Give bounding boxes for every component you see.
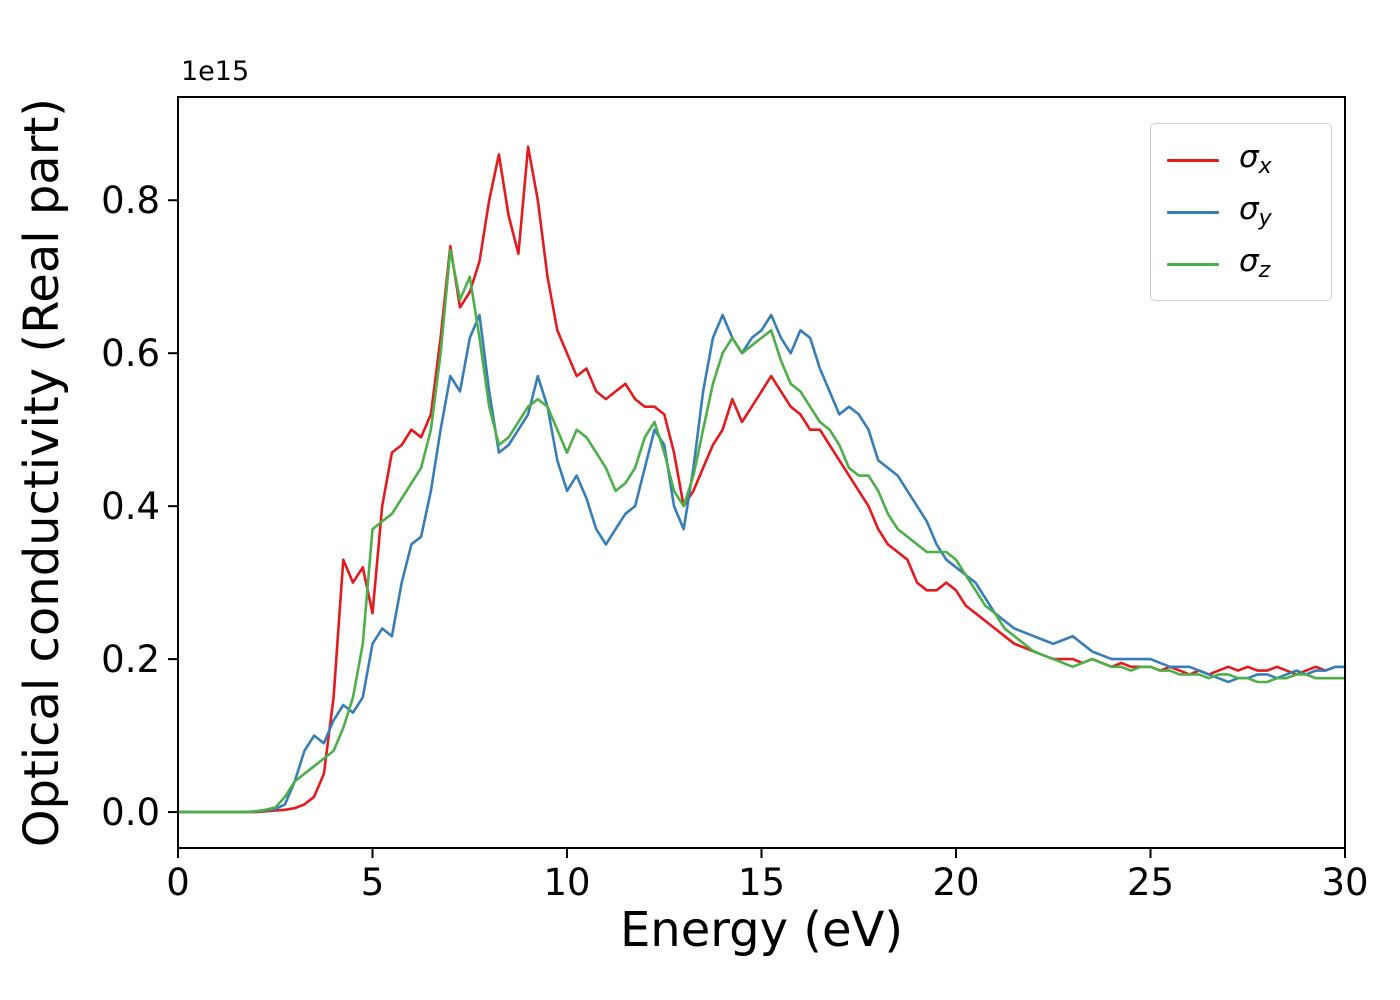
legend-entry-sigma-z: σz bbox=[1151, 238, 1331, 290]
legend-line-sample-sigma-x bbox=[1167, 158, 1219, 162]
y-tick-label: 0.8 bbox=[101, 179, 160, 222]
series-line-sigma_z bbox=[176, 248, 1347, 814]
y-axis-label-wrap: Optical conductivity (Real part) bbox=[14, 0, 70, 945]
legend-entry-sigma-x: σx bbox=[1151, 134, 1331, 186]
legend-label-sigma-z: σz bbox=[1239, 243, 1271, 283]
legend: σx σy σz bbox=[1150, 123, 1332, 301]
x-tick-label: 30 bbox=[1321, 861, 1368, 904]
y-tick-label: 0.4 bbox=[101, 485, 160, 528]
legend-label-sigma-y: σy bbox=[1239, 191, 1272, 231]
x-tick-label: 20 bbox=[932, 861, 979, 904]
y-axis-offset-text: 1e15 bbox=[181, 56, 250, 87]
x-tick-label: 15 bbox=[738, 861, 785, 904]
x-tick-label: 5 bbox=[361, 861, 385, 904]
x-axis-label: Energy (eV) bbox=[619, 902, 904, 958]
y-tick-label: 0.0 bbox=[101, 791, 160, 834]
x-tick-label: 10 bbox=[543, 861, 590, 904]
y-tick-label: 0.2 bbox=[101, 638, 160, 681]
y-axis-label: Optical conductivity (Real part) bbox=[14, 97, 70, 848]
legend-line-sample-sigma-z bbox=[1167, 262, 1219, 266]
legend-label-sigma-x: σx bbox=[1239, 139, 1272, 179]
y-tick-label: 0.6 bbox=[101, 332, 160, 375]
series-line-sigma_y bbox=[176, 313, 1347, 814]
legend-line-sample-sigma-y bbox=[1167, 210, 1219, 214]
legend-entry-sigma-y: σy bbox=[1151, 186, 1331, 238]
x-tick-label: 0 bbox=[166, 861, 190, 904]
x-tick-label: 25 bbox=[1127, 861, 1174, 904]
